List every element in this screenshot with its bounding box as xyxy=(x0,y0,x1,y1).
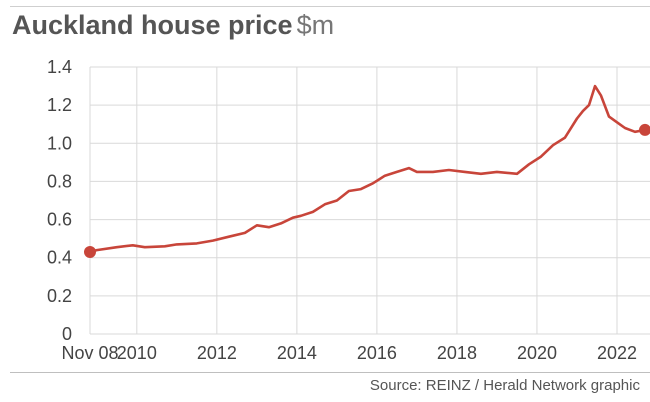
y-tick-label: 1.2 xyxy=(47,95,72,115)
source-note: Source: REINZ / Herald Network graphic xyxy=(369,377,640,394)
x-tick-label: Nov 08 xyxy=(61,343,118,363)
y-tick-label: 0.8 xyxy=(47,171,72,191)
bottom-rule xyxy=(10,372,650,373)
start-marker xyxy=(84,245,96,258)
x-tick-label: 2012 xyxy=(197,343,237,363)
x-tick-label: 2018 xyxy=(437,343,477,363)
price-line xyxy=(89,84,646,254)
top-rule xyxy=(10,6,650,7)
y-tick-label: 0.6 xyxy=(47,210,72,230)
grid xyxy=(89,66,650,335)
x-tick-label: 2020 xyxy=(517,343,557,363)
x-tick-label: 2014 xyxy=(277,343,317,363)
y-tick-label: 1.4 xyxy=(47,57,72,77)
chart-title: Auckland house price $m xyxy=(12,10,334,41)
x-tick-label: 2010 xyxy=(117,343,157,363)
y-axis-ticks: 0 0.2 0.4 0.6 0.8 1.0 1.2 1.4 xyxy=(47,57,72,344)
end-marker xyxy=(639,123,650,136)
y-tick-label: 0.2 xyxy=(47,286,72,306)
chart-title-text: Auckland house price xyxy=(12,10,293,40)
x-tick-label: 2022 xyxy=(597,343,637,363)
y-tick-label: 0 xyxy=(62,324,72,344)
x-tick-label: 2016 xyxy=(357,343,397,363)
chart-unit: $m xyxy=(296,10,335,40)
y-tick-label: 1.0 xyxy=(47,133,72,153)
series xyxy=(84,84,650,258)
y-tick-label: 0.4 xyxy=(47,248,72,268)
